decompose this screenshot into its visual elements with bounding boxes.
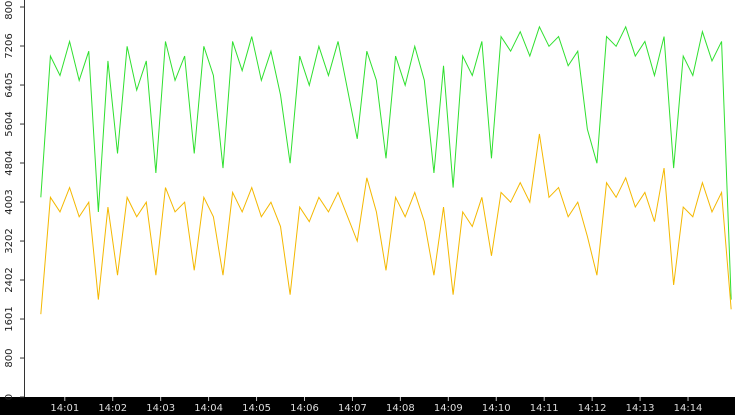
y-tick-label: 4804 <box>4 150 15 175</box>
x-tick-label: 14:07 <box>338 403 367 414</box>
x-tick-label: 14:11 <box>530 403 559 414</box>
x-tick-label: 14:05 <box>242 403 271 414</box>
y-tick-label: 3202 <box>4 228 15 253</box>
x-tick-label: 14:14 <box>674 403 703 414</box>
y-tick-label: 2402 <box>4 267 15 292</box>
x-tick-label: 14:09 <box>434 403 463 414</box>
x-tick-label: 14:10 <box>482 403 511 414</box>
x-tick-label: 14:12 <box>578 403 607 414</box>
y-tick-label: 800 <box>4 348 15 367</box>
x-tick-label: 14:04 <box>194 403 223 414</box>
y-tick-label: 1601 <box>4 306 15 331</box>
x-tick-label: 14:01 <box>50 403 79 414</box>
line-series <box>40 133 732 315</box>
y-tick-label: 8007 <box>4 0 15 20</box>
x-tick-label: 14:08 <box>386 403 415 414</box>
x-axis-bar <box>0 397 735 415</box>
y-tick-label: 4003 <box>4 189 15 214</box>
x-tick-label: 14:03 <box>146 403 175 414</box>
y-tick-label: 6405 <box>4 72 15 97</box>
x-tick-label: 14:13 <box>626 403 655 414</box>
line-series <box>40 25 732 300</box>
y-tick-label: 5604 <box>4 111 15 136</box>
y-tick-label: 7206 <box>4 33 15 58</box>
x-tick-label: 14:06 <box>290 403 319 414</box>
y-tick-label: 0 <box>4 394 15 400</box>
x-tick-label: 14:02 <box>98 403 127 414</box>
